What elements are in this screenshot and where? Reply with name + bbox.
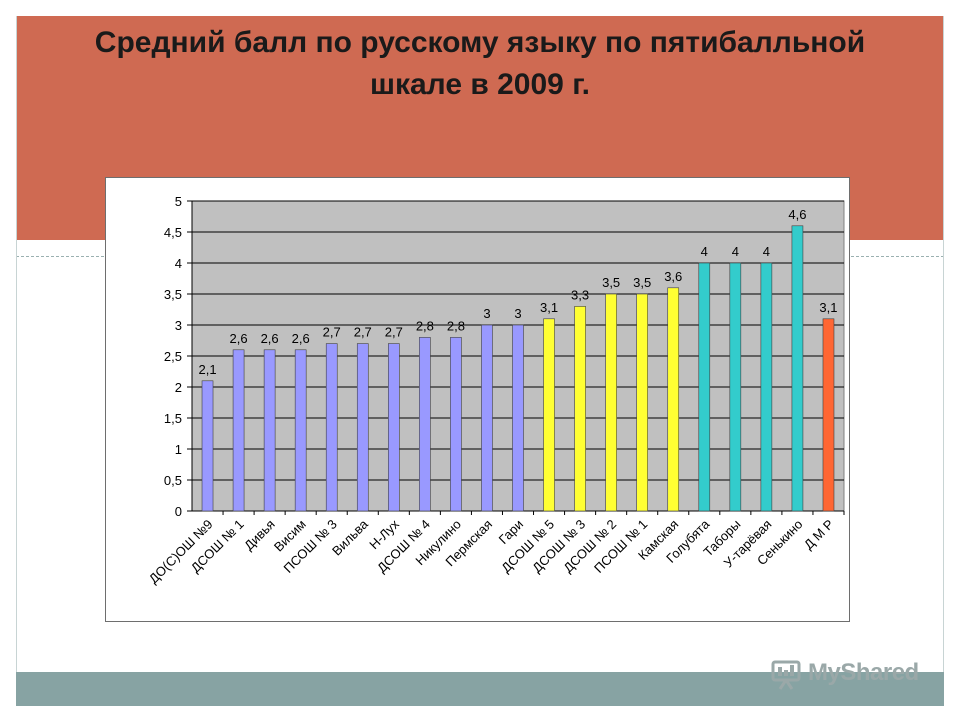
data-label: 2,8 xyxy=(416,318,434,333)
bar xyxy=(450,337,462,512)
presentation-icon xyxy=(771,660,801,690)
y-tick-label: 2 xyxy=(175,380,182,395)
bar xyxy=(574,306,586,512)
y-tick-label: 0,5 xyxy=(164,473,182,488)
data-label: 4,6 xyxy=(788,207,806,222)
y-tick-label: 5 xyxy=(175,194,182,209)
bar xyxy=(791,225,804,512)
bar xyxy=(388,343,400,512)
bar xyxy=(294,349,307,512)
data-label: 3,3 xyxy=(571,287,589,302)
data-label: 2,7 xyxy=(323,325,341,340)
bar xyxy=(760,262,773,512)
bar xyxy=(356,343,369,512)
slide-frame-left xyxy=(16,16,17,672)
data-label: 2,8 xyxy=(447,318,465,333)
data-label: 3 xyxy=(483,306,490,321)
bar xyxy=(481,324,493,512)
data-label: 4 xyxy=(763,244,770,259)
footer-band xyxy=(16,672,944,706)
bar xyxy=(698,262,711,512)
data-label: 4 xyxy=(701,244,708,259)
y-tick-label: 1 xyxy=(175,442,182,457)
slide-title: Средний балл по русскому языку по пятиба… xyxy=(16,22,944,106)
title-line-1: Средний балл по русскому языку по пятиба… xyxy=(94,26,866,59)
data-label: 2,6 xyxy=(261,331,279,346)
data-label: 2,7 xyxy=(385,325,403,340)
bar xyxy=(636,293,648,512)
bar xyxy=(543,318,555,512)
data-label: 3,5 xyxy=(633,275,651,290)
bar xyxy=(667,287,680,512)
watermark: MyShared xyxy=(770,655,950,695)
bar xyxy=(325,343,338,512)
x-tick-label: Вильва xyxy=(329,516,371,558)
x-tick-label: Д М Р xyxy=(801,517,837,553)
data-label: 3,1 xyxy=(819,300,837,315)
bar xyxy=(605,293,617,512)
data-label: 4 xyxy=(732,244,739,259)
data-label: 2,7 xyxy=(354,325,372,340)
y-tick-label: 3 xyxy=(175,318,182,333)
y-tick-label: 3,5 xyxy=(164,287,182,302)
data-label: 3,1 xyxy=(540,300,558,315)
chart-container: 0 0,5 1 1,5 2 2,5 3 3,5 4 4,5 5 2,1 ДО(С)ОШ №9 2,6 ДСО… xyxy=(105,177,850,622)
bar xyxy=(822,318,835,512)
data-label: 2,6 xyxy=(230,331,248,346)
y-tick-label: 0 xyxy=(175,504,182,519)
data-label: 3,6 xyxy=(664,269,682,284)
y-tick-label: 4 xyxy=(175,256,182,271)
watermark-text: MyShared xyxy=(808,659,919,686)
data-label: 3 xyxy=(514,306,521,321)
data-label: 2,1 xyxy=(198,362,216,377)
slide-frame-right xyxy=(943,16,944,672)
y-tick-label: 1,5 xyxy=(164,411,182,426)
bar-chart: 00,511,522,533,544,552,1ДО(С)ОШ №92,6ДСО… xyxy=(146,194,845,586)
bar xyxy=(419,337,431,512)
bar xyxy=(729,262,742,512)
bar xyxy=(201,380,214,512)
bar xyxy=(263,349,276,512)
data-label: 3,5 xyxy=(602,275,620,290)
bar xyxy=(232,349,245,512)
y-tick-label: 4,5 xyxy=(164,225,182,240)
title-line-2: шкале в 2009 г. xyxy=(369,68,591,101)
bar xyxy=(512,324,524,512)
y-tick-label: 2,5 xyxy=(164,349,182,364)
data-label: 2,6 xyxy=(292,331,310,346)
x-tick-label: Дивья xyxy=(241,517,278,554)
